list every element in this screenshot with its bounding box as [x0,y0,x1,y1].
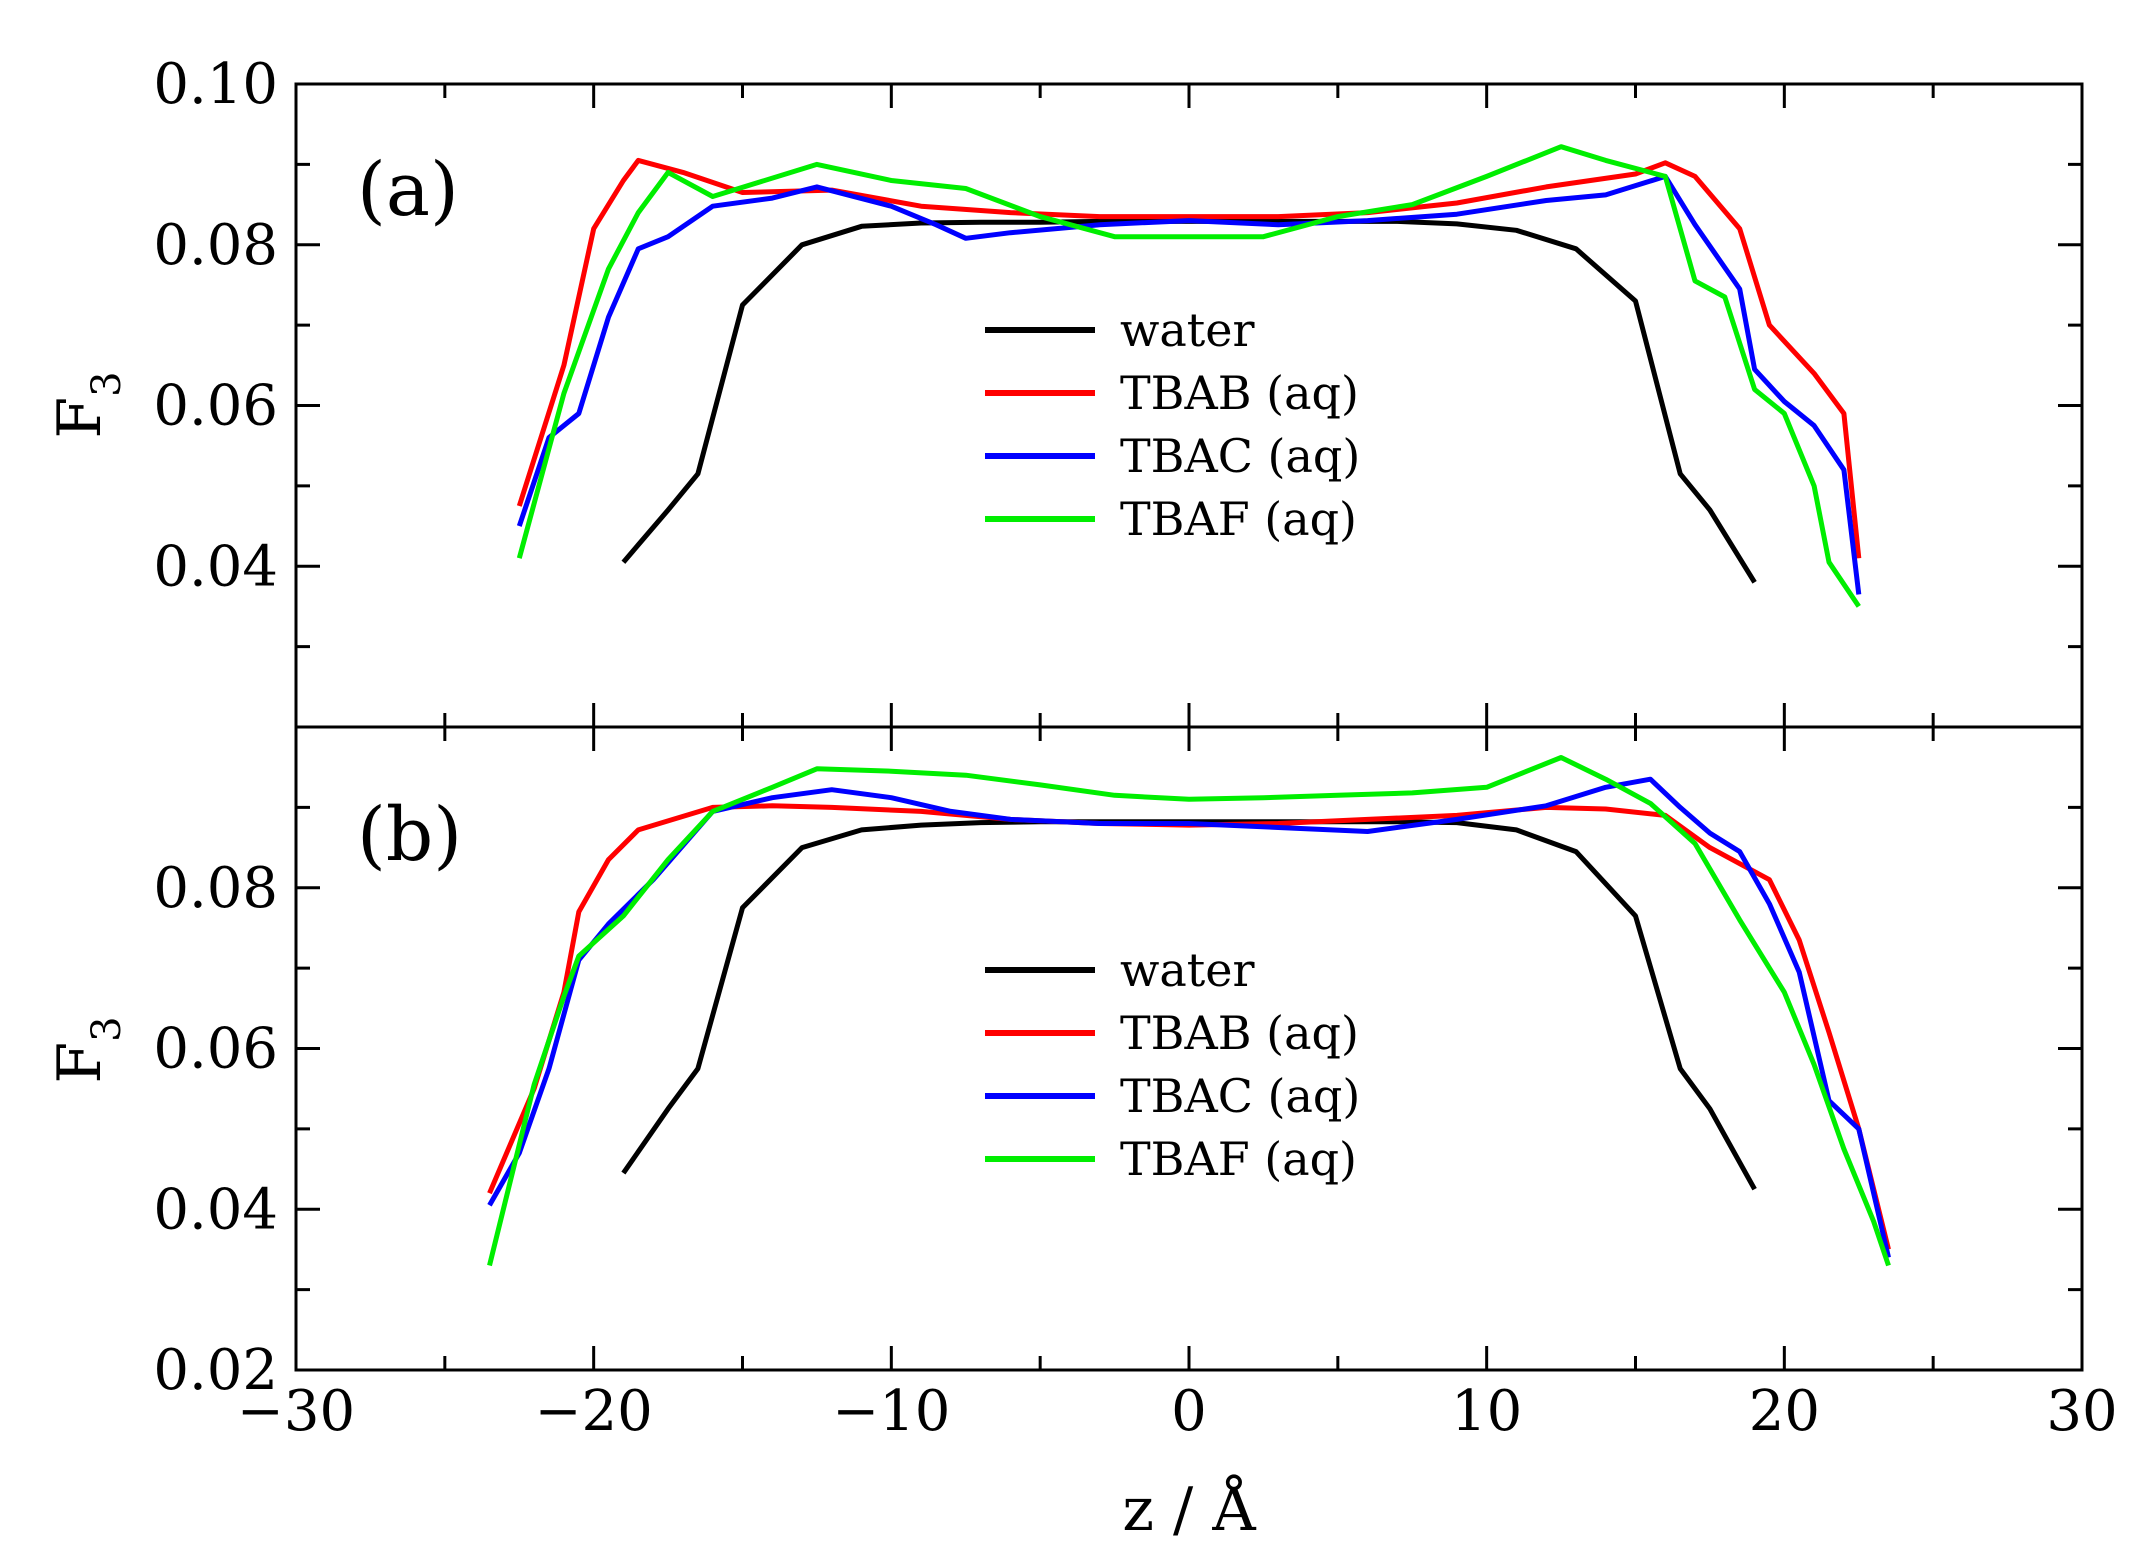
y-tick-label: 0.06 [153,374,278,439]
legend-label: TBAF (aq) [1120,1132,1357,1186]
legend-label: TBAF (aq) [1120,492,1357,546]
series-line-tbaf [487,755,1891,1267]
y-tick-label: 0.08 [153,213,278,278]
x-tick-label: −20 [535,1379,653,1444]
legend-label: TBAB (aq) [1120,1006,1359,1060]
y-tick-label: 0.06 [153,1017,278,1082]
panel-b-y-tick-labels: 0.02 0.04 0.06 0.08 [153,856,278,1403]
legend-label: TBAC (aq) [1120,1069,1360,1123]
legend-label: TBAC (aq) [1120,429,1360,483]
panel-b-legend: water TBAB (aq) TBAC (aq) TBAF (aq) [985,943,1360,1186]
panel-b-label: (b) [357,792,462,878]
legend-label: water [1120,303,1255,357]
panel-a-y-axis-title: F3 [45,371,130,438]
panel-b-x-tick-labels: −30 −20 −10 0 10 20 30 [237,1379,2118,1444]
y-tick-label: 0.02 [153,1338,278,1403]
x-tick-label: −10 [832,1379,950,1444]
panel-b-series [487,755,1891,1267]
series-line-tbac [487,776,1891,1259]
x-axis-title: z / Å [1122,1474,1256,1545]
panel-a-label: (a) [357,147,459,233]
y-tick-label: 0.04 [153,1177,278,1242]
y-tick-label: 0.08 [153,856,278,921]
y-tick-label: 0.10 [153,52,278,117]
series-line-tbaf [516,144,1861,608]
x-tick-label: 20 [1749,1379,1820,1444]
x-tick-label: 30 [2046,1379,2117,1444]
panel-a-legend: water TBAB (aq) TBAC (aq) TBAF (aq) [985,303,1360,546]
series-line-tbac [516,173,1862,595]
y-tick-label: 0.04 [153,534,278,599]
panel-a-ticks [294,82,2084,729]
legend-label: water [1120,943,1255,997]
legend-label: TBAB (aq) [1120,366,1359,420]
panel-b: 0.02 0.04 0.06 0.08 −30 −20 −10 0 10 20 30 (b) F3… [45,725,2118,1545]
panel-a-series [516,144,1862,608]
x-tick-label: −30 [237,1379,355,1444]
panel-a-y-tick-labels: 0.04 0.06 0.08 0.10 [153,52,278,599]
panel-b-ticks [294,725,2084,1372]
series-line-tbab [516,157,1862,559]
panel-b-y-axis-title: F3 [45,1016,130,1083]
x-tick-label: 10 [1451,1379,1522,1444]
x-tick-label: 0 [1171,1379,1207,1444]
